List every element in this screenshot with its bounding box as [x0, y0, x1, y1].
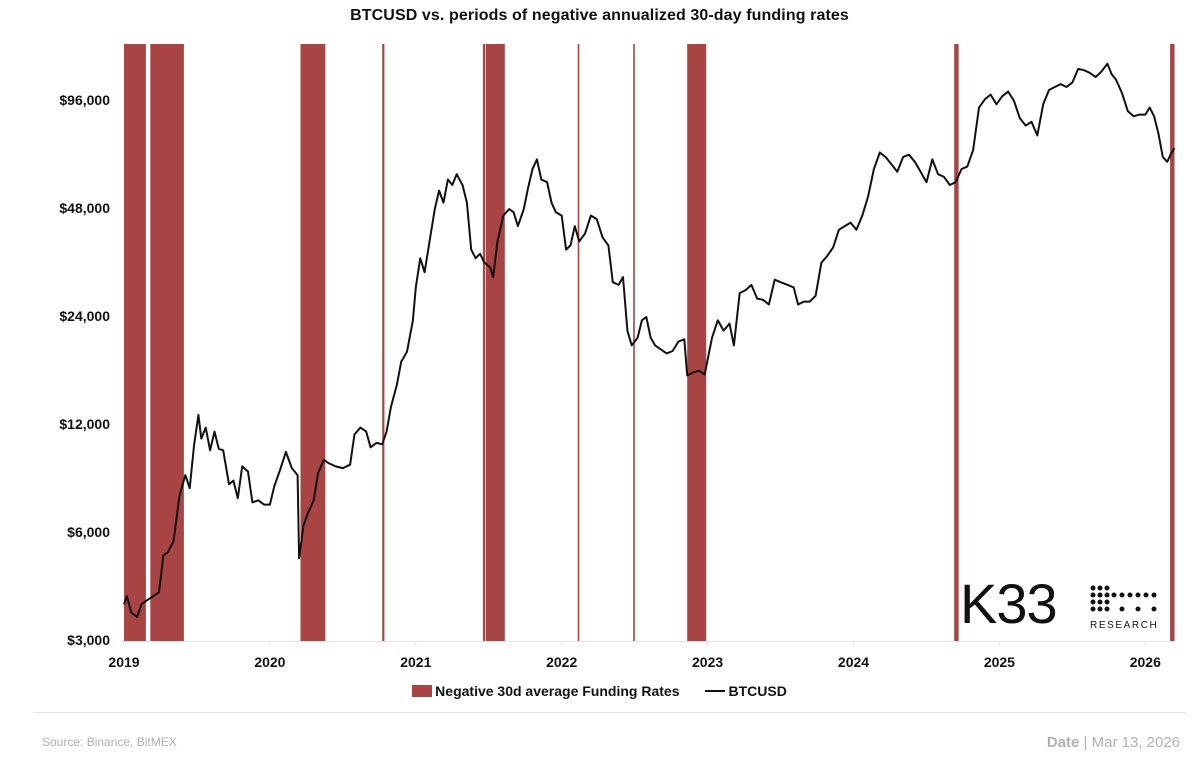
x-tick-label: 2022	[546, 654, 578, 670]
y-tick-label: $24,000	[59, 308, 110, 324]
legend-label-funding-rates: Negative 30d average Funding Rates	[435, 683, 680, 699]
x-tick-label: 2020	[254, 654, 286, 670]
x-tick-label: 2024	[837, 654, 870, 670]
negative-funding-band	[150, 44, 184, 641]
negative-funding-band	[954, 44, 959, 641]
band-swatch-icon	[412, 685, 433, 697]
chart-title: BTCUSD vs. periods of negative annualize…	[350, 7, 849, 24]
negative-funding-band	[577, 44, 580, 641]
x-axis-ticks	[123, 641, 1146, 646]
logo-wordmark: K33	[960, 572, 1058, 635]
y-tick-label: $6,000	[67, 524, 110, 540]
legend-label-btcusd: BTCUSD	[728, 683, 787, 699]
y-tick-label: $3,000	[67, 632, 110, 648]
x-tick-label: 2025	[983, 654, 1015, 670]
x-tick-label: 2023	[692, 654, 724, 670]
btcusd-line	[123, 62, 1176, 618]
source-note: Source: Binance, BitMEX	[42, 735, 177, 749]
negative-funding-band	[482, 44, 486, 641]
footer-divider	[34, 712, 1186, 713]
x-tick-label: 2019	[108, 654, 140, 670]
line-swatch-icon	[705, 690, 726, 692]
negative-funding-band	[687, 44, 707, 641]
negative-funding-band	[124, 44, 146, 641]
logo-dot-pattern-icon	[1090, 585, 1157, 612]
negative-funding-band	[1170, 44, 1175, 641]
y-tick-label: $96,000	[59, 92, 110, 108]
negative-funding-band	[300, 44, 326, 641]
x-tick-label: 2026	[1129, 654, 1161, 670]
negative-funding-bands	[124, 44, 1175, 641]
chart-legend: Negative 30d average Funding Rates BTCUS…	[0, 683, 1199, 699]
y-tick-label: $48,000	[59, 200, 110, 216]
date-stamp: Date | Mar 13, 2026	[1047, 734, 1180, 751]
k33-research-logo: K33 RESEARCH	[958, 574, 1168, 638]
legend-item-funding-rates: Negative 30d average Funding Rates	[412, 683, 679, 699]
date-label: Date	[1046, 734, 1080, 751]
y-tick-label: $12,000	[59, 416, 110, 432]
legend-item-btcusd: BTCUSD	[705, 683, 787, 699]
date-separator: |	[1083, 734, 1088, 751]
logo-subtitle: RESEARCH	[1090, 620, 1159, 631]
date-value: Mar 13, 2026	[1091, 734, 1180, 751]
x-tick-label: 2021	[400, 654, 432, 670]
negative-funding-band	[382, 44, 385, 641]
negative-funding-band	[485, 44, 505, 641]
